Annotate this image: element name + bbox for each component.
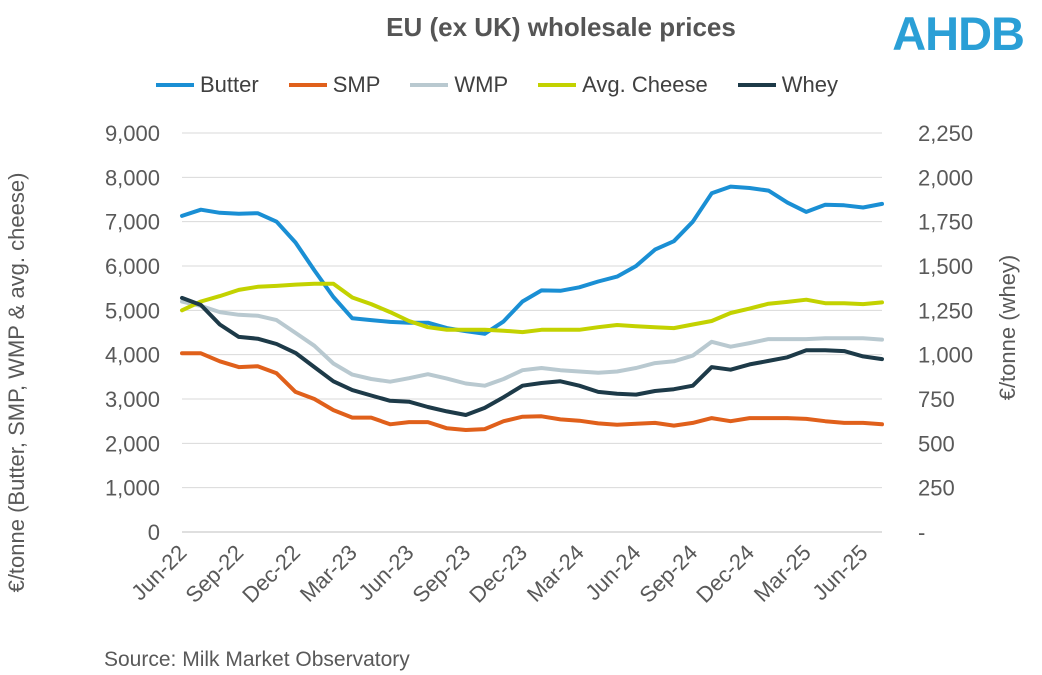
right-axis-tick-label: 250 xyxy=(918,476,955,501)
right-axis-tick-label: - xyxy=(918,520,925,545)
left-axis-tick-label: 5,000 xyxy=(105,298,160,323)
legend-label: Butter xyxy=(200,72,259,97)
right-axis-tick-label: 2,250 xyxy=(918,121,973,146)
right-axis-tick-label: 500 xyxy=(918,431,955,456)
x-axis-tick-label: Sep-24 xyxy=(634,540,702,608)
left-axis-tick-label: 7,000 xyxy=(105,210,160,235)
left-axis-tick-label: 0 xyxy=(148,520,160,545)
left-axis-tick-label: 3,000 xyxy=(105,387,160,412)
legend-swatch xyxy=(737,83,776,87)
legend-swatch xyxy=(288,83,327,87)
x-axis-tick-label: Dec-22 xyxy=(237,540,305,608)
x-axis-tick-label: Sep-22 xyxy=(180,540,248,608)
left-axis-tick-label: 9,000 xyxy=(105,121,160,146)
legend-item: Avg. Cheese xyxy=(538,72,708,98)
legend-swatch xyxy=(410,83,449,87)
right-axis-tick-label: 2,000 xyxy=(918,165,973,190)
x-axis-tick-label: Jun-23 xyxy=(353,540,418,605)
right-axis-tick-label: 1,250 xyxy=(918,298,973,323)
x-axis-tick-label: Mar-23 xyxy=(295,540,362,607)
legend-swatch xyxy=(156,83,194,87)
x-axis-tick-label: Sep-23 xyxy=(407,540,475,608)
ahdb-logo: AHDB xyxy=(892,7,1025,60)
chart-legend: Butter SMP WMP Avg. Cheese Whey xyxy=(156,72,868,98)
legend-label: Whey xyxy=(781,72,838,97)
series-line-whey xyxy=(180,295,884,417)
x-axis-tick-label: Dec-23 xyxy=(464,540,532,608)
legend-item: SMP xyxy=(288,72,381,98)
chart-title: EU (ex UK) wholesale prices xyxy=(386,12,736,42)
series-line-avg-cheese xyxy=(180,281,884,335)
right-axis-tick-label: 1,000 xyxy=(918,343,973,368)
x-axis-tick-label: Jun-24 xyxy=(580,540,645,605)
legend-label: WMP xyxy=(454,72,509,97)
x-axis-tick-label: Jun-22 xyxy=(126,540,191,605)
right-axis-title: €/tonne (whey) xyxy=(995,255,1020,401)
left-axis-tick-label: 2,000 xyxy=(105,431,160,456)
right-axis-tick-label: 750 xyxy=(918,387,955,412)
legend-item: WMP xyxy=(410,72,508,98)
series-line-wmp xyxy=(180,299,884,388)
legend-item: Whey xyxy=(737,72,838,98)
series-line-smp xyxy=(180,351,884,432)
left-axis-tick-label: 8,000 xyxy=(105,165,160,190)
series-line-butter xyxy=(180,184,884,336)
left-axis-tick-label: 6,000 xyxy=(105,254,160,279)
x-axis-tick-label: Dec-24 xyxy=(691,540,759,608)
left-axis-tick-label: 4,000 xyxy=(105,343,160,368)
x-axis-tick-label: Mar-24 xyxy=(522,540,589,607)
source-note: Source: Milk Market Observatory xyxy=(104,648,410,671)
legend-item: Butter xyxy=(156,72,259,98)
left-axis-title: €/tonne (Butter, SMP, WMP & avg. cheese) xyxy=(4,173,29,593)
x-axis-tick-label: Mar-25 xyxy=(749,540,816,607)
legend-label: Avg. Cheese xyxy=(582,72,708,97)
legend-label: SMP xyxy=(332,72,381,97)
right-axis-tick-label: 1,750 xyxy=(918,210,973,235)
x-axis-tick-label: Jun-25 xyxy=(807,540,872,605)
legend-swatch xyxy=(538,83,577,87)
right-axis-tick-label: 1,500 xyxy=(918,254,973,279)
left-axis-tick-label: 1,000 xyxy=(105,476,160,501)
